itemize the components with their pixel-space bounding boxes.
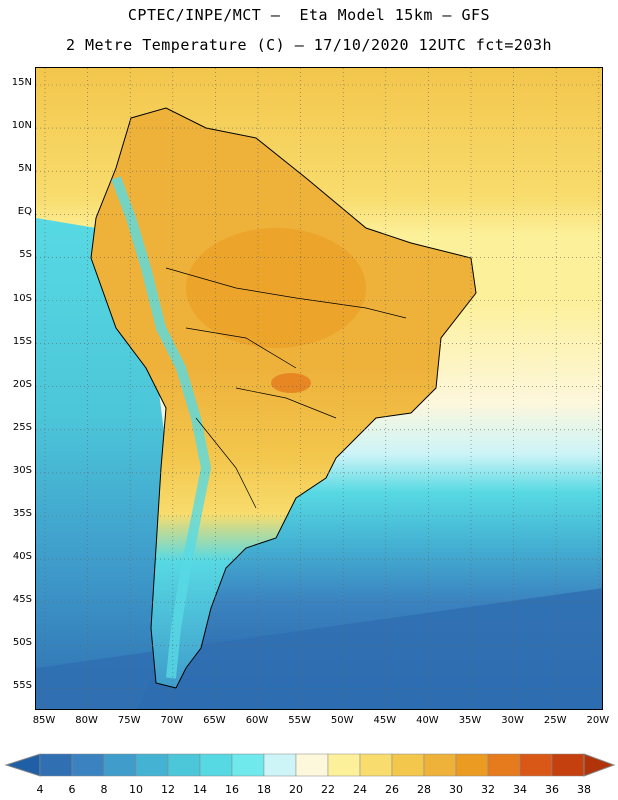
- colorbar-swatch: [455, 753, 489, 777]
- lat-label: 10S: [12, 292, 32, 304]
- colorbar-swatch: [327, 753, 361, 777]
- colorbar-label: 24: [353, 783, 367, 796]
- colorbar-label: 34: [513, 783, 527, 796]
- lat-label: 10N: [11, 120, 32, 132]
- lat-label: 35S: [12, 508, 32, 519]
- colorbar-label: 8: [100, 783, 108, 796]
- lat-lon-grid: [36, 68, 602, 709]
- colorbar-label: 28: [417, 783, 431, 796]
- lon-label: 40W: [416, 715, 439, 726]
- colorbar-swatch: [231, 753, 265, 777]
- colorbar-swatch: [519, 753, 553, 777]
- colorbar-swatch: [423, 753, 457, 777]
- lat-label: 20S: [12, 378, 32, 390]
- lon-label: 50W: [330, 715, 354, 726]
- country-borders: [165, 267, 407, 509]
- colorbar-swatch: [71, 753, 105, 777]
- colorbar-swatch: [263, 753, 297, 777]
- colorbar-swatch: [135, 753, 169, 777]
- chart-subtitle: 2 Metre Temperature (C) – 17/10/2020 12U…: [65, 36, 553, 54]
- colorbar-label: 36: [545, 783, 559, 796]
- colorbar-swatch: [199, 753, 233, 777]
- colorbar-label: 10: [129, 783, 143, 796]
- lon-label: 25W: [543, 715, 567, 726]
- lat-label: 5N: [18, 163, 32, 175]
- lon-label: 60W: [245, 715, 269, 726]
- lat-label: 40S: [12, 551, 32, 563]
- colorbar-label: 38: [577, 783, 591, 796]
- lon-label: 45W: [373, 715, 397, 726]
- colorbar-swatch: [39, 753, 73, 777]
- colorbar-label: 6: [68, 783, 76, 796]
- lon-label: 55W: [288, 715, 311, 726]
- lat-label: 30S: [12, 464, 32, 476]
- colorbar-swatch: [295, 753, 329, 777]
- lat-label: 15N: [11, 77, 32, 88]
- colorbar-swatch: [551, 753, 585, 777]
- temperature-map: [36, 68, 602, 709]
- colorbar-swatch: [167, 753, 201, 777]
- lon-label: 35W: [458, 715, 482, 726]
- chart-title: CPTEC/INPE/MCT – Eta Model 15km – GFS: [127, 6, 491, 24]
- colorbar-label: 4: [36, 783, 44, 796]
- colorbar-label: 22: [321, 783, 335, 796]
- lon-label: 70W: [160, 715, 184, 726]
- colorbar-low-arrow: [4, 753, 41, 777]
- colorbar-high-arrow: [583, 753, 616, 777]
- colorbar-swatch: [359, 753, 393, 777]
- colorbar-swatch: [391, 753, 425, 777]
- color-scale-bar: [4, 753, 616, 777]
- colorbar-label: 18: [257, 783, 271, 796]
- lat-label: EQ: [17, 206, 32, 218]
- lon-label: 75W: [117, 715, 141, 726]
- lat-label: 50S: [12, 637, 32, 649]
- colorbar-label: 12: [161, 783, 175, 796]
- lon-label: 65W: [203, 715, 226, 726]
- lon-label: 30W: [501, 715, 524, 726]
- colorbar-label: 26: [385, 783, 399, 796]
- colorbar-swatch: [103, 753, 137, 777]
- lat-label: 45S: [12, 594, 32, 606]
- colorbar-label: 32: [481, 783, 495, 796]
- lat-label: 55S: [12, 680, 32, 692]
- map-panel: [35, 67, 603, 710]
- colorbar-label: 20: [289, 783, 303, 796]
- colorbar-label: 16: [225, 783, 239, 796]
- lat-label: 15S: [12, 335, 32, 347]
- lat-label: 25S: [12, 421, 32, 433]
- lon-label: 80W: [75, 715, 98, 726]
- lon-label: 20W: [586, 715, 610, 726]
- colorbar-swatch: [487, 753, 521, 777]
- colorbar-label: 30: [449, 783, 463, 796]
- colorbar-label: 14: [193, 783, 207, 796]
- lat-label: 5S: [19, 249, 32, 261]
- lon-label: 85W: [32, 715, 56, 726]
